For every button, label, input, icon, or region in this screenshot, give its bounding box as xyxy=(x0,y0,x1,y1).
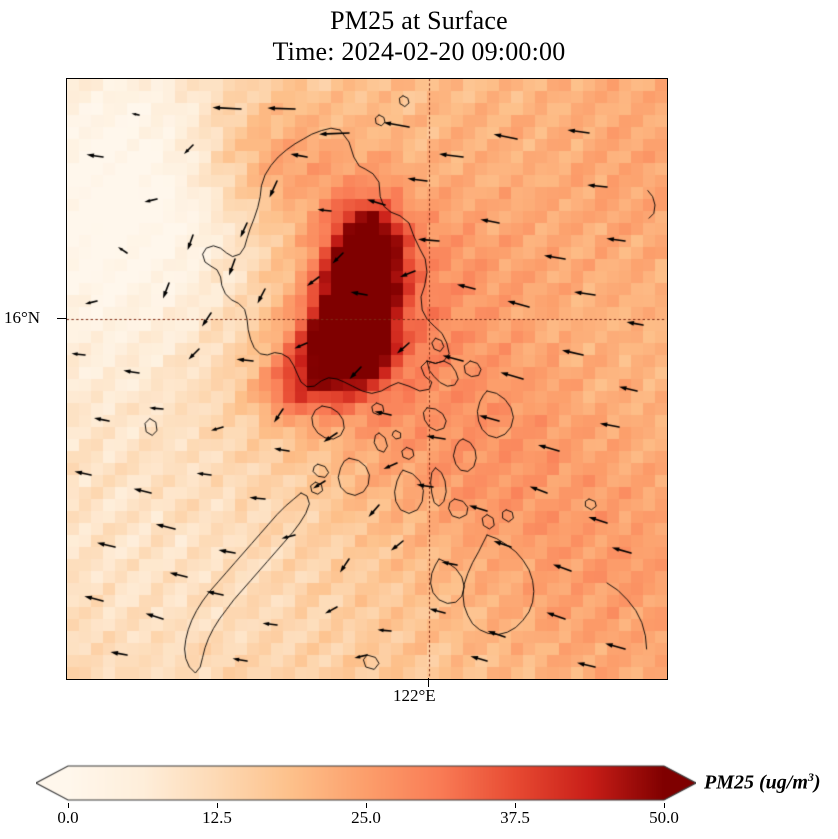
x-axis-label-122e: 122°E xyxy=(393,686,436,705)
colorbar-tick-mark xyxy=(664,803,666,808)
colorbar-tick-label-2: 25.0 xyxy=(351,808,381,827)
colorbar-tick-row: 0.0 12.5 25.0 37.5 50.0 xyxy=(36,803,696,828)
colorbar-tick-mark xyxy=(217,803,219,808)
y-tick-mark-16n xyxy=(57,317,66,319)
title-line-time: Time: 2024-02-20 09:00:00 xyxy=(272,36,566,66)
colorbar-tick-mark xyxy=(515,803,517,808)
colorbar-tick-label-3: 37.5 xyxy=(500,808,530,827)
map-plot-area[interactable] xyxy=(66,78,668,680)
colorbar-label: PM25 (ug/m3) xyxy=(704,770,821,795)
colorbar-label-exponent: 3 xyxy=(807,770,814,784)
pm25-heatmap-canvas[interactable] xyxy=(67,79,667,679)
colorbar-label-tail: ) xyxy=(813,771,821,794)
colorbar-tick-mark xyxy=(366,803,368,808)
colorbar-tick-mark xyxy=(68,803,70,808)
y-axis-label-16n: 16°N xyxy=(4,308,41,327)
colorbar-gradient[interactable] xyxy=(36,762,696,804)
figure-title: PM25 at Surface Time: 2024-02-20 09:00:0… xyxy=(0,6,838,67)
colorbar-tick-label-4: 50.0 xyxy=(649,808,679,827)
colorbar-label-text: PM25 (ug/m xyxy=(704,771,808,794)
title-line-variable: PM25 at Surface xyxy=(330,6,508,35)
colorbar-tick-label-1: 12.5 xyxy=(202,808,232,827)
colorbar-tick-label-0: 0.0 xyxy=(57,808,79,827)
colorbar[interactable] xyxy=(36,762,696,804)
x-tick-mark-122e xyxy=(427,678,429,687)
